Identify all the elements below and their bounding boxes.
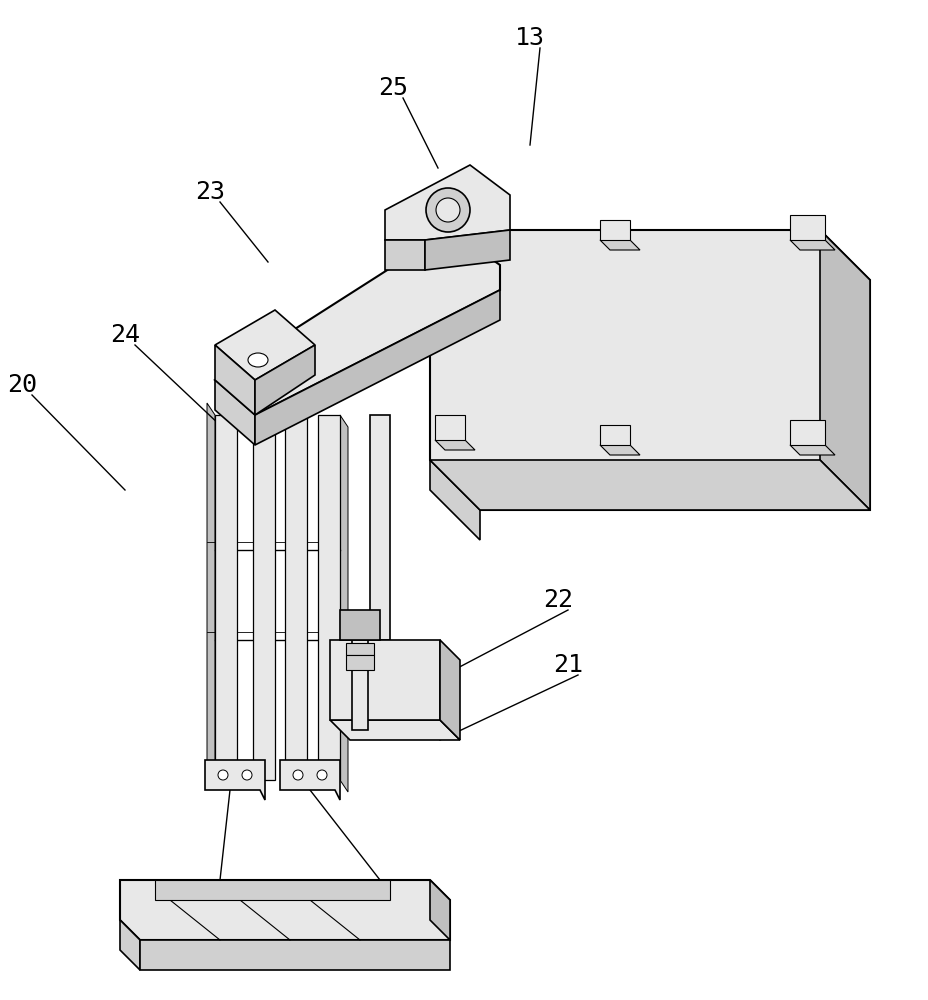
- Polygon shape: [384, 165, 509, 240]
- Polygon shape: [329, 720, 459, 740]
- Polygon shape: [599, 220, 629, 240]
- Polygon shape: [599, 445, 639, 455]
- Polygon shape: [789, 240, 834, 250]
- Polygon shape: [254, 290, 499, 445]
- Polygon shape: [340, 610, 380, 640]
- Circle shape: [435, 198, 459, 222]
- Polygon shape: [214, 345, 254, 415]
- Polygon shape: [214, 310, 315, 380]
- Polygon shape: [214, 230, 499, 415]
- Ellipse shape: [248, 353, 267, 367]
- Polygon shape: [789, 420, 824, 445]
- Text: 23: 23: [195, 180, 225, 204]
- Polygon shape: [120, 880, 449, 940]
- Polygon shape: [430, 230, 869, 510]
- Polygon shape: [384, 240, 424, 270]
- Text: 13: 13: [514, 26, 545, 50]
- Polygon shape: [369, 415, 390, 640]
- Polygon shape: [789, 215, 824, 240]
- Circle shape: [241, 770, 251, 780]
- Polygon shape: [285, 415, 306, 780]
- Polygon shape: [599, 240, 639, 250]
- Circle shape: [426, 188, 470, 232]
- Text: 22: 22: [542, 588, 573, 612]
- Polygon shape: [819, 230, 869, 510]
- Polygon shape: [430, 460, 869, 510]
- Polygon shape: [434, 240, 474, 250]
- Circle shape: [316, 770, 327, 780]
- Polygon shape: [424, 230, 509, 270]
- Polygon shape: [140, 940, 449, 970]
- Polygon shape: [214, 380, 254, 445]
- Polygon shape: [120, 920, 140, 970]
- Polygon shape: [352, 640, 367, 730]
- Polygon shape: [205, 760, 264, 800]
- Polygon shape: [279, 760, 340, 800]
- Text: 20: 20: [7, 373, 37, 397]
- Polygon shape: [345, 620, 374, 635]
- Polygon shape: [430, 880, 449, 940]
- Text: 24: 24: [110, 323, 140, 347]
- Polygon shape: [155, 880, 390, 900]
- Text: 21: 21: [552, 653, 583, 677]
- Circle shape: [292, 770, 303, 780]
- Polygon shape: [214, 415, 237, 780]
- Polygon shape: [789, 445, 834, 455]
- Polygon shape: [340, 415, 348, 792]
- Polygon shape: [207, 403, 214, 780]
- Polygon shape: [345, 643, 374, 655]
- Polygon shape: [430, 460, 480, 540]
- Polygon shape: [329, 640, 440, 720]
- Polygon shape: [254, 345, 315, 415]
- Polygon shape: [317, 415, 340, 780]
- Polygon shape: [434, 415, 465, 440]
- Text: 25: 25: [378, 76, 407, 100]
- Polygon shape: [440, 640, 459, 740]
- Polygon shape: [345, 655, 374, 670]
- Polygon shape: [599, 425, 629, 445]
- Circle shape: [218, 770, 227, 780]
- Polygon shape: [434, 215, 465, 240]
- Polygon shape: [252, 415, 275, 780]
- Polygon shape: [434, 440, 474, 450]
